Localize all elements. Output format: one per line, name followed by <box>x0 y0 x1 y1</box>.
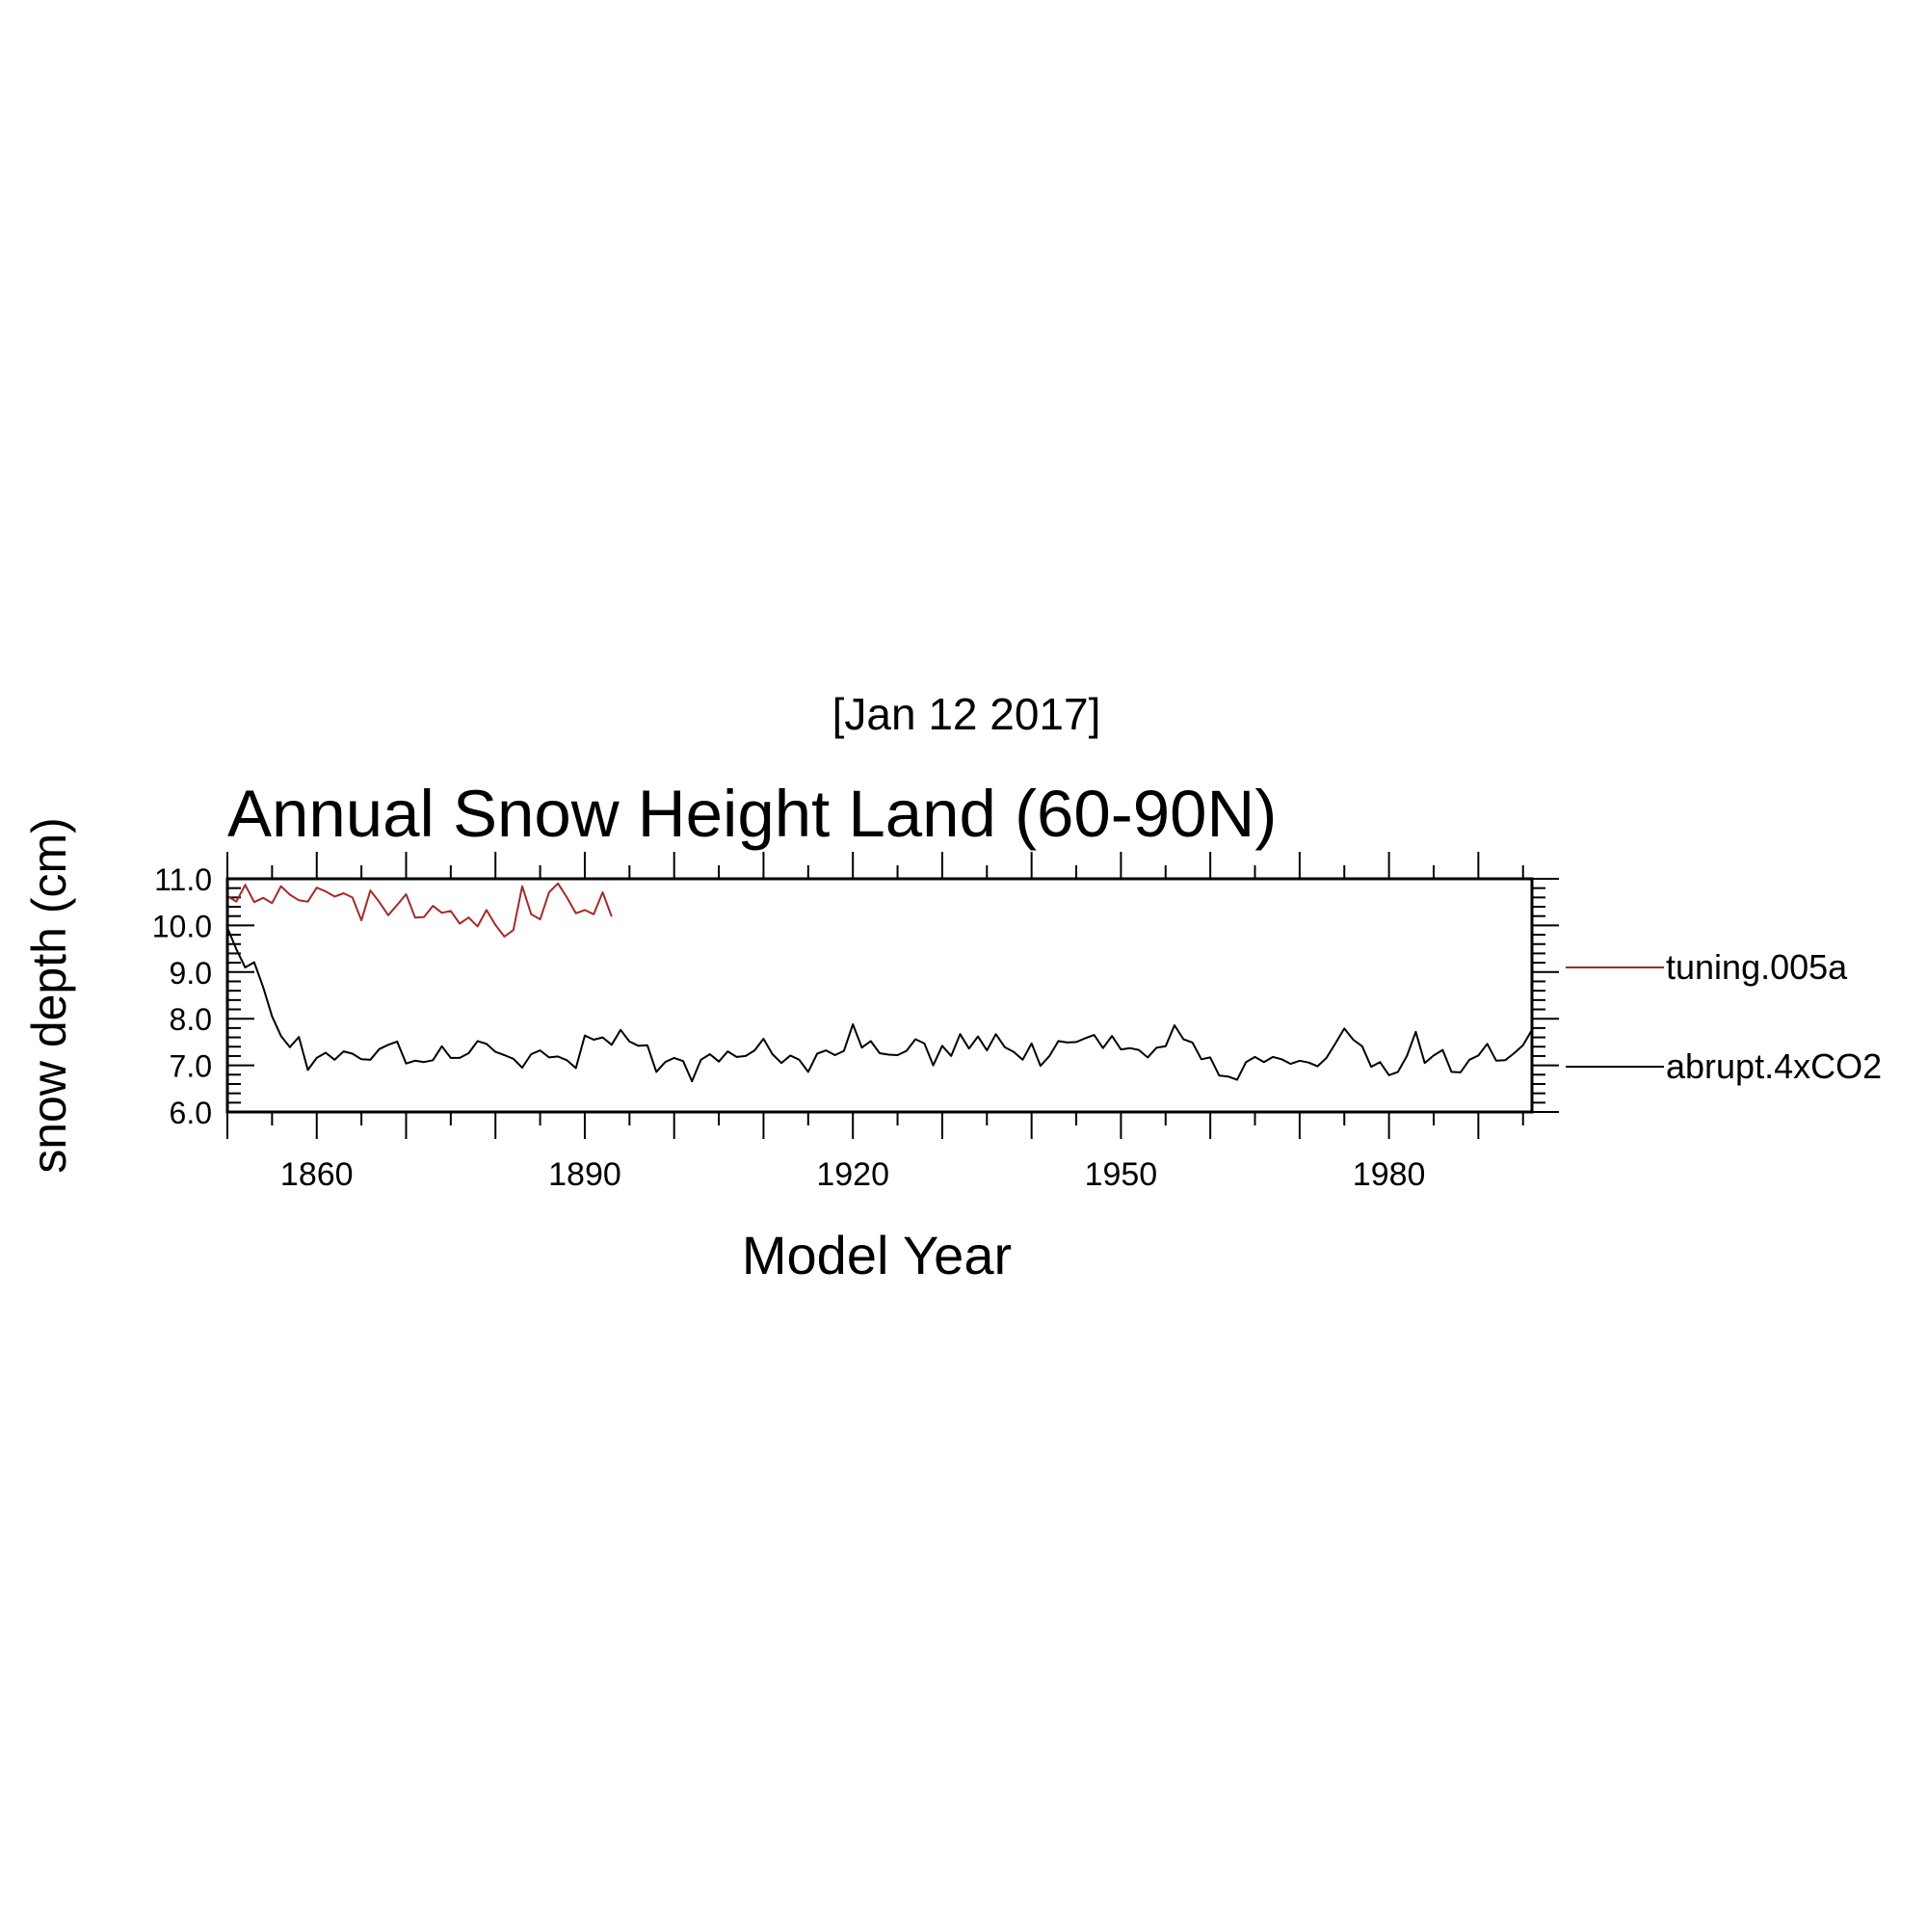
x-tick-label: 1890 <box>548 1156 621 1193</box>
y-tick-label: 11.0 <box>154 862 212 897</box>
axis-tick-labels: 1860 1890 1920 1950 1980 6.0 7.0 8.0 9.0 10.0 11.0 <box>152 862 1426 1193</box>
series-lines <box>226 882 1533 1083</box>
x-tick-label: 1950 <box>1085 1156 1158 1193</box>
x-tick-label: 1920 <box>816 1156 889 1193</box>
series-line-abrupt-4xco2 <box>226 927 1533 1083</box>
x-tick-label: 1860 <box>280 1156 354 1193</box>
y-tick-label: 8.0 <box>170 1002 212 1037</box>
x-axis-label: Model Year <box>742 1225 1012 1285</box>
chart-title: Annual Snow Height Land (60-90N) <box>227 777 1277 851</box>
y-tick-label: 10.0 <box>152 909 212 943</box>
y-tick-label: 9.0 <box>170 956 212 991</box>
y-tick-label: 6.0 <box>170 1096 212 1130</box>
series-line-tuning-005a <box>226 882 613 938</box>
plot-frame <box>225 877 1534 1114</box>
x-tick-label: 1980 <box>1353 1156 1426 1193</box>
legend-label: tuning.005a <box>1666 947 1848 987</box>
y-tick-label: 7.0 <box>170 1049 212 1084</box>
date-label: [Jan 12 2017] <box>832 689 1101 739</box>
legend-label: abrupt.4xCO2 <box>1666 1046 1882 1086</box>
y-axis-label: snow depth (cm) <box>22 817 76 1174</box>
legend: tuning.005a abrupt.4xCO2 <box>1566 947 1882 1086</box>
